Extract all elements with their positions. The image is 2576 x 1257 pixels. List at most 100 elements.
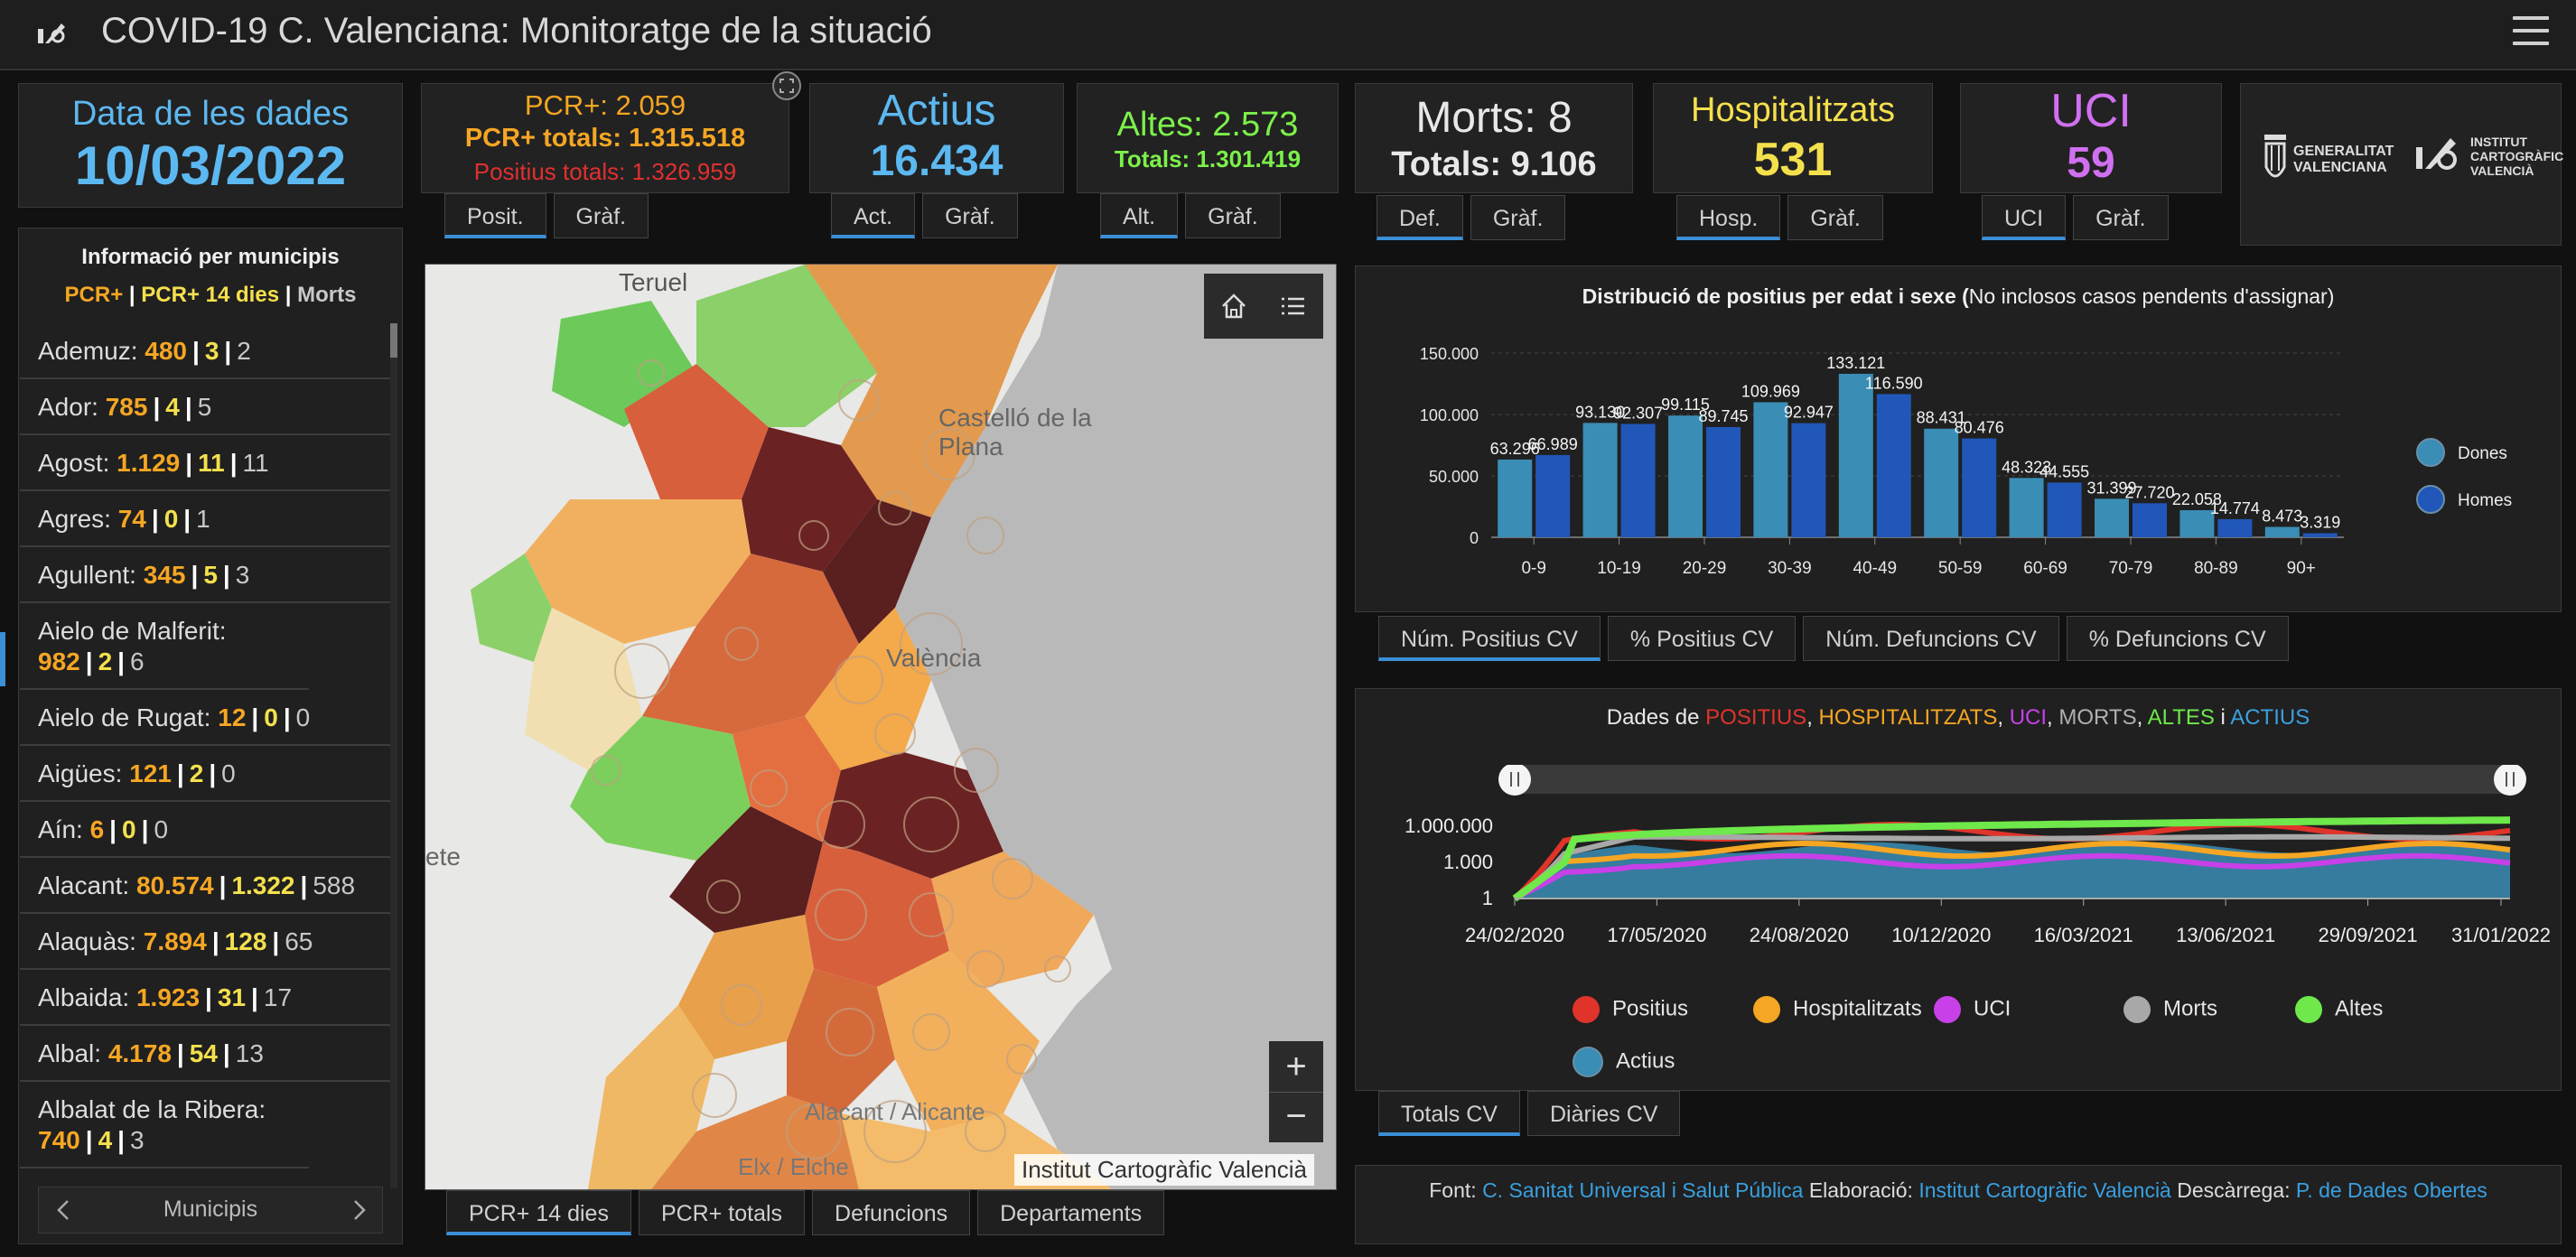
legend-item-positius[interactable]: Positius xyxy=(1573,996,1688,1023)
source-link[interactable]: C. Sanitat Universal i Salut Pública xyxy=(1482,1178,1804,1202)
y-tick-label: 0 xyxy=(1470,529,1479,547)
muni-list-item[interactable]: Agullent: 345 | 5 | 3 xyxy=(20,547,390,603)
legend-item-hospitalitzats[interactable]: Hospitalitzats xyxy=(1753,996,1922,1023)
muni-pcr14: 0 xyxy=(264,703,278,731)
muni-morts: 5 xyxy=(197,393,212,421)
map-label-alacant: Alacant / Alicante xyxy=(805,1098,985,1125)
muni-list-item[interactable]: Agres: 74 | 0 | 1 xyxy=(20,491,390,547)
bar-data-label: 92.307 xyxy=(1613,404,1663,422)
positius-total: Positius totals: 1.326.959 xyxy=(473,158,737,185)
map-canvas xyxy=(425,265,1336,1189)
home-icon[interactable] xyxy=(1218,290,1250,322)
chevron-left-icon[interactable] xyxy=(53,1198,75,1222)
bar-homes xyxy=(2047,482,2082,537)
map-attribution: Institut Cartogràfic Valencià xyxy=(1014,1154,1314,1186)
bar-dones xyxy=(2179,510,2215,537)
muni-list-item[interactable]: Aín: 6 | 0 | 0 xyxy=(20,802,390,858)
muni-list-item[interactable]: Albaida: 1.923 | 31 | 17 xyxy=(20,970,390,1026)
muni-pcr14: 11 xyxy=(198,449,225,477)
muni-list-item[interactable]: Aielo de Malferit: 982 | 2 | 6 xyxy=(20,603,309,690)
tab-def-graf[interactable]: Gràf. xyxy=(1470,195,1566,240)
muni-list-item[interactable]: Ador: 785 | 4 | 5 xyxy=(20,379,390,435)
muni-morts: 17 xyxy=(263,983,293,1011)
tab-defuncions[interactable]: Defuncions xyxy=(812,1190,971,1235)
tab-alt[interactable]: Alt. xyxy=(1100,193,1179,238)
muni-name: Albaida: xyxy=(38,983,130,1011)
muni-list-item[interactable]: Aielo de Rugat: 12 | 0 | 0 xyxy=(20,690,390,746)
muni-morts: 1 xyxy=(196,505,210,533)
muni-pcr: 121 xyxy=(129,759,172,787)
muni-pcr: 345 xyxy=(143,561,186,589)
bar-dones xyxy=(1498,459,1533,537)
muni-list-item[interactable]: Alaquàs: 7.894 | 128 | 65 xyxy=(20,914,390,970)
muni-list-item[interactable]: Albalat de la Ribera: 740 | 4 | 3 xyxy=(20,1082,309,1169)
timeseries-title-part: , xyxy=(2136,705,2148,730)
tab-diaries-cv[interactable]: Diàries CV xyxy=(1526,1091,1681,1136)
bar-data-label: 8.473 xyxy=(2262,507,2302,525)
bar-data-label: 93.130 xyxy=(1575,403,1625,421)
muni-list-item[interactable]: Alacant: 80.574 | 1.322 | 588 xyxy=(20,858,390,914)
timeseries-title-part: Dades de xyxy=(1606,705,1706,730)
timeseries-title-part: , xyxy=(1997,705,2010,730)
muni-list-item[interactable]: Albalat dels Sorells: 909|25|2 xyxy=(20,1169,309,1188)
map-tabs: PCR+ 14 dies PCR+ totals Defuncions Depa… xyxy=(446,1190,1165,1235)
menu-icon[interactable] xyxy=(2513,16,2549,52)
timeseries-title-part: , xyxy=(1806,705,1819,730)
muni-list-item[interactable]: Agost: 1.129 | 11 | 11 xyxy=(20,435,390,491)
tab-act[interactable]: Act. xyxy=(831,193,916,238)
actius-tabs: Act. Gràf. xyxy=(831,193,1018,238)
muni-list[interactable]: Ademuz: 480 | 3 | 2 Ador: 785 | 4 | 5 Agost: 1.129… xyxy=(20,323,390,1188)
zoom-in-button[interactable]: + xyxy=(1269,1041,1323,1093)
tab-act-graf[interactable]: Gràf. xyxy=(922,193,1018,238)
timeseries-title-part: HOSPITALITZATS xyxy=(1818,705,1998,730)
tab-alt-graf[interactable]: Gràf. xyxy=(1185,193,1281,238)
tab-num-positius[interactable]: Núm. Positius CV xyxy=(1378,616,1601,661)
tab-def[interactable]: Def. xyxy=(1377,195,1463,240)
tab-pct-positius[interactable]: % Positius CV xyxy=(1607,616,1797,661)
y-tick-label: 1 xyxy=(1482,887,1493,909)
muni-pcr: 7.894 xyxy=(143,927,207,955)
bar-data-label: 133.121 xyxy=(1826,354,1885,372)
chevron-right-icon[interactable] xyxy=(348,1198,369,1222)
tab-pcr-graf[interactable]: Gràf. xyxy=(553,193,649,238)
tab-pcr-totals[interactable]: PCR+ totals xyxy=(638,1190,806,1235)
tab-uci-graf[interactable]: Gràf. xyxy=(2073,195,2169,240)
legend-item-morts[interactable]: Morts xyxy=(2123,996,2217,1023)
muni-pcr14: 128 xyxy=(224,927,267,955)
uci-card: UCI 59 xyxy=(1960,83,2222,193)
layer-list-icon[interactable] xyxy=(1277,290,1310,322)
x-tick-label: 31/01/2022 xyxy=(2451,924,2551,945)
map-tools xyxy=(1204,274,1323,339)
tab-totals-cv[interactable]: Totals CV xyxy=(1378,1091,1520,1136)
zoom-out-button[interactable]: − xyxy=(1285,1096,1307,1136)
expand-icon[interactable] xyxy=(770,70,803,102)
bar-data-label: 109.969 xyxy=(1741,382,1800,400)
map-label-elx: Elx / Elche xyxy=(738,1153,849,1180)
side-expand-handle[interactable] xyxy=(0,632,5,686)
tab-hosp-graf[interactable]: Gràf. xyxy=(1787,195,1883,240)
timeseries-title-part: ACTIUS xyxy=(2230,705,2310,730)
scroll-thumb[interactable] xyxy=(390,323,397,358)
tab-uci[interactable]: UCI xyxy=(1982,195,2067,240)
bar-dones xyxy=(1924,428,1959,537)
tab-hosp[interactable]: Hosp. xyxy=(1676,195,1781,240)
tab-pcr14[interactable]: PCR+ 14 dies xyxy=(446,1190,631,1235)
legend-item-uci[interactable]: UCI xyxy=(1934,996,2011,1023)
elaboration-link[interactable]: Institut Cartogràfic Valencià xyxy=(1918,1178,2171,1202)
tab-pct-defuncions[interactable]: % Defuncions CV xyxy=(2066,616,2289,661)
muni-scrollbar[interactable] xyxy=(390,323,397,1188)
muni-morts: 0 xyxy=(295,703,311,731)
legend-item-actius[interactable]: Actius xyxy=(1573,1047,1675,1077)
muni-list-item[interactable]: Ademuz: 480 | 3 | 2 xyxy=(20,323,390,379)
map-label-teruel: Teruel xyxy=(619,268,688,296)
app-title: COVID-19 C. Valenciana: Monitoratge de l… xyxy=(101,11,932,51)
tab-departaments[interactable]: Departaments xyxy=(977,1190,1165,1235)
muni-list-item[interactable]: Albal: 4.178 | 54 | 13 xyxy=(20,1026,390,1082)
tab-posit[interactable]: Posit. xyxy=(444,193,546,238)
y-tick-label: 150.000 xyxy=(1420,345,1479,363)
tab-num-defuncions[interactable]: Núm. Defuncions CV xyxy=(1803,616,2059,661)
muni-list-item[interactable]: Aigües: 121 | 2 | 0 xyxy=(20,746,390,802)
download-link[interactable]: P. de Dades Obertes xyxy=(2295,1178,2487,1202)
legend-item-altes[interactable]: Altes xyxy=(2295,996,2383,1023)
map-view[interactable]: Teruel Castelló de la Plana València Ala… xyxy=(425,264,1337,1190)
